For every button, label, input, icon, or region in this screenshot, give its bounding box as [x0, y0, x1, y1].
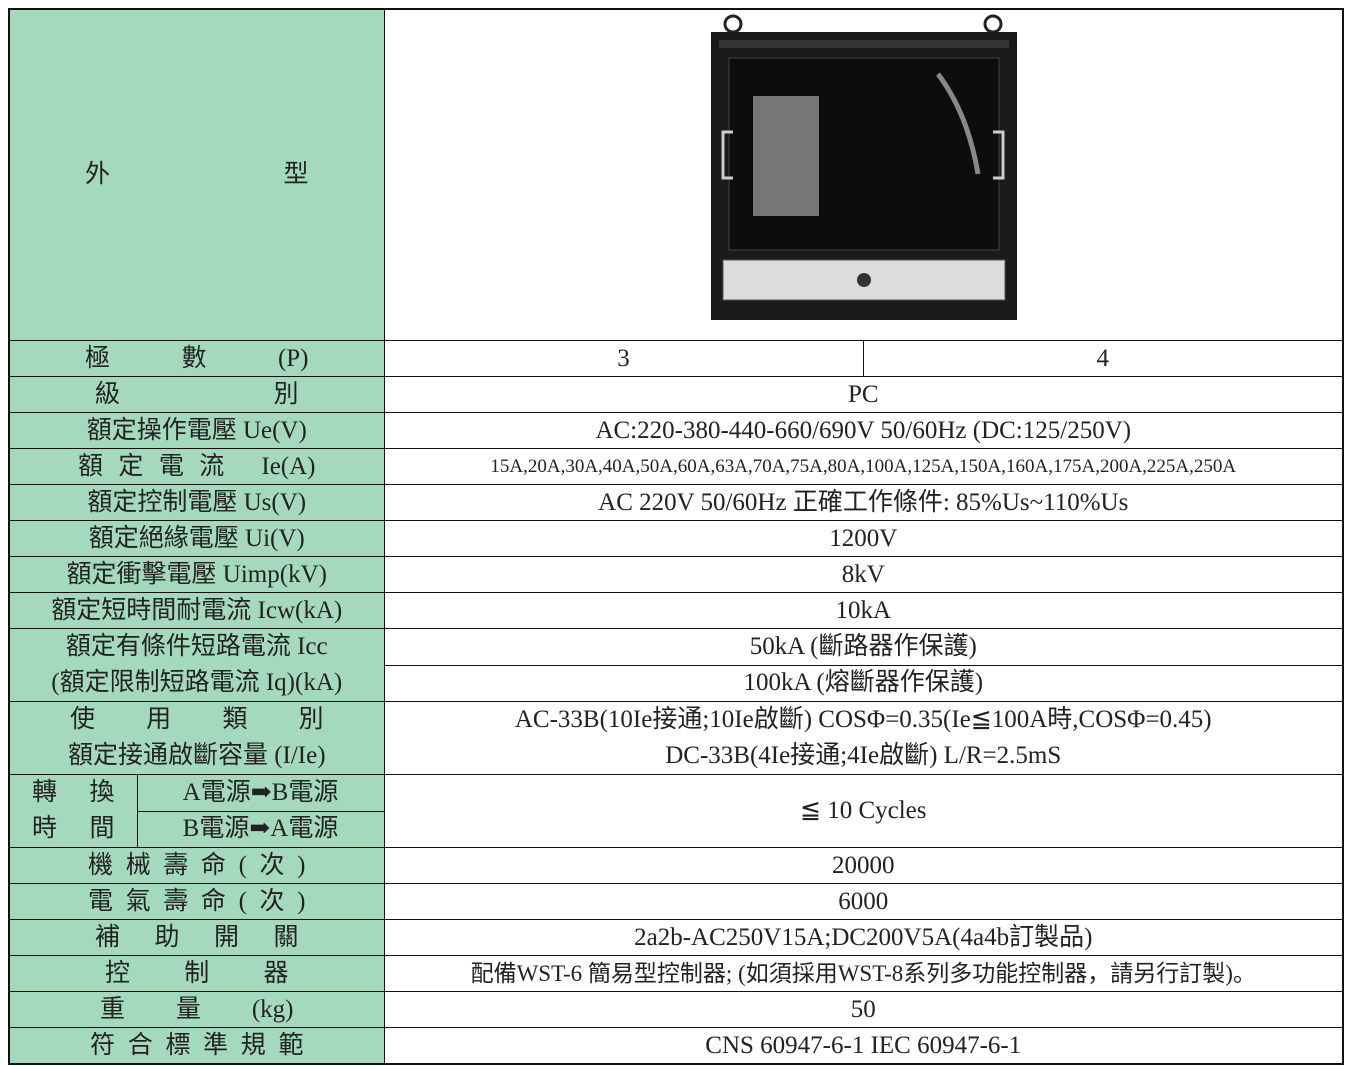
value-cell: 2a2b-AC250V15A;DC200V5A(4a4b訂製品): [383, 919, 1344, 956]
row-label: 機械壽命(次): [88, 851, 306, 879]
value-cell: CNS 60947-6-1 IEC 60947-6-1: [383, 1027, 1344, 1065]
row-label: 轉換: [32, 779, 115, 806]
table-row: 電氣壽命(次) 6000: [8, 883, 1344, 920]
value-cell: 1200V: [383, 520, 1344, 557]
table-row: 額定絕緣電壓 Ui(V) 1200V: [8, 520, 1344, 557]
table-row: 級別 PC: [8, 376, 1344, 413]
label-cell: 外型: [8, 8, 385, 341]
table-row: 補助開關 2a2b-AC250V15A;DC200V5A(4a4b訂製品): [8, 919, 1344, 956]
row-label: (額定限制短路電流 Iq)(kA): [51, 669, 343, 696]
product-image: [711, 14, 1018, 320]
label-cell: 轉換 時間: [8, 774, 138, 848]
row-label: 電氣壽命(次): [88, 887, 306, 915]
row-label: 外型: [85, 161, 309, 188]
value-cell: 4: [862, 340, 1344, 377]
row-label: 額定有條件短路電流 Icc: [65, 633, 328, 660]
table-row: 重量(kg) 50: [8, 991, 1344, 1028]
row-label: 符合標準規範: [90, 1031, 304, 1059]
row-label: 額定接通啟斷容量 (I/Ie): [67, 742, 326, 769]
value-cell: 20000: [383, 847, 1344, 884]
label-cell: 重量(kg): [8, 991, 385, 1028]
row-label: 控制器: [105, 959, 289, 987]
value-cell: 3: [383, 340, 864, 377]
label-cell: 符合標準規範: [8, 1027, 385, 1065]
row-label: 時間: [32, 815, 115, 842]
label-cell: 額定控制電壓 Us(V): [8, 484, 385, 521]
value-cell: 50: [383, 991, 1344, 1028]
label-cell: 電氣壽命(次): [8, 883, 385, 920]
sub-label: B電源➡A電源: [136, 810, 385, 848]
table-row: 額定控制電壓 Us(V) AC 220V 50/60Hz 正確工作條件: 85%U…: [8, 484, 1344, 521]
value-cell: 配備WST-6 簡易型控制器; (如須採用WST-8系列多功能控制器，請另行訂製…: [383, 955, 1344, 992]
label-cell: 額定操作電壓 Ue(V): [8, 412, 385, 449]
value-cell: 10kA: [383, 592, 1344, 629]
row-label: 極數(P): [85, 344, 309, 372]
value-cell: 15A,20A,30A,40A,50A,60A,63A,70A,75A,80A,…: [383, 448, 1344, 485]
table-row: 額定短時間耐電流 Icw(kA) 10kA: [8, 592, 1344, 629]
image-cell: [383, 8, 1344, 341]
label-cell: 補助開關: [8, 919, 385, 956]
table-row: 額定電流 Ie(A) 15A,20A,30A,40A,50A,60A,63A,70…: [8, 448, 1344, 485]
label-cell: 額定電流 Ie(A): [8, 448, 385, 485]
value-cell: ≦ 10 Cycles: [383, 774, 1344, 848]
label-cell: 極數(P): [8, 340, 385, 377]
row-label: 額定衝擊電壓 Uimp(kV): [66, 560, 327, 588]
value-cell: 8kV: [383, 556, 1344, 593]
row-label: 額定控制電壓 Us(V): [87, 488, 307, 516]
value-line: AC-33B(10Ie接通;10Ie啟斷) COSΦ=0.35(Ie≦100A時…: [514, 706, 1212, 733]
table-row: 控制器 配備WST-6 簡易型控制器; (如須採用WST-8系列多功能控制器，請另…: [8, 955, 1344, 992]
label-cell: 額定衝擊電壓 Uimp(kV): [8, 556, 385, 593]
table-row: 額定衝擊電壓 Uimp(kV) 8kV: [8, 556, 1344, 593]
row-label: 級別: [95, 380, 299, 408]
value-line: DC-33B(4Ie接通;4Ie啟斷) L/R=2.5mS: [665, 742, 1062, 769]
value-cell: AC-33B(10Ie接通;10Ie啟斷) COSΦ=0.35(Ie≦100A時…: [383, 701, 1344, 775]
row-label: 額定絕緣電壓 Ui(V): [88, 524, 305, 552]
row-label: 額定電流 Ie(A): [78, 452, 316, 480]
table-row: 符合標準規範 CNS 60947-6-1 IEC 60947-6-1: [8, 1027, 1344, 1065]
label-cell: 使用類別 額定接通啟斷容量 (I/Ie): [8, 701, 385, 775]
value-cell: AC:220-380-440-660/690V 50/60Hz (DC:125/…: [383, 412, 1344, 449]
row-label: 使用類別: [70, 706, 324, 733]
value-cell: AC 220V 50/60Hz 正確工作條件: 85%Us~110%Us: [383, 484, 1344, 521]
row-label: 額定短時間耐電流 Icw(kA): [51, 596, 343, 624]
row-label: 重量(kg): [100, 995, 294, 1023]
label-cell: 額定絕緣電壓 Ui(V): [8, 520, 385, 557]
value-cell: 6000: [383, 883, 1344, 920]
row-label: 補助開關: [95, 923, 299, 951]
value-cell: 50kA (斷路器作保護): [383, 628, 1344, 666]
sub-label: A電源➡B電源: [136, 774, 385, 812]
value-cell: PC: [383, 376, 1344, 413]
spec-table: 外型 極數(P) 3 4 級別 PC 額定操作電壓 Ue(V) AC:220-380-…: [8, 8, 1345, 1065]
row-label: 額定操作電壓 Ue(V): [86, 416, 307, 444]
table-row: 機械壽命(次) 20000: [8, 847, 1344, 884]
label-cell: 額定短時間耐電流 Icw(kA): [8, 592, 385, 629]
label-cell: 級別: [8, 376, 385, 413]
table-row: 額定操作電壓 Ue(V) AC:220-380-440-660/690V 50/6…: [8, 412, 1344, 449]
label-cell: 控制器: [8, 955, 385, 992]
value-cell: 100kA (熔斷器作保護): [383, 664, 1344, 702]
label-cell: 額定有條件短路電流 Icc (額定限制短路電流 Iq)(kA): [8, 628, 385, 702]
label-cell: 機械壽命(次): [8, 847, 385, 884]
